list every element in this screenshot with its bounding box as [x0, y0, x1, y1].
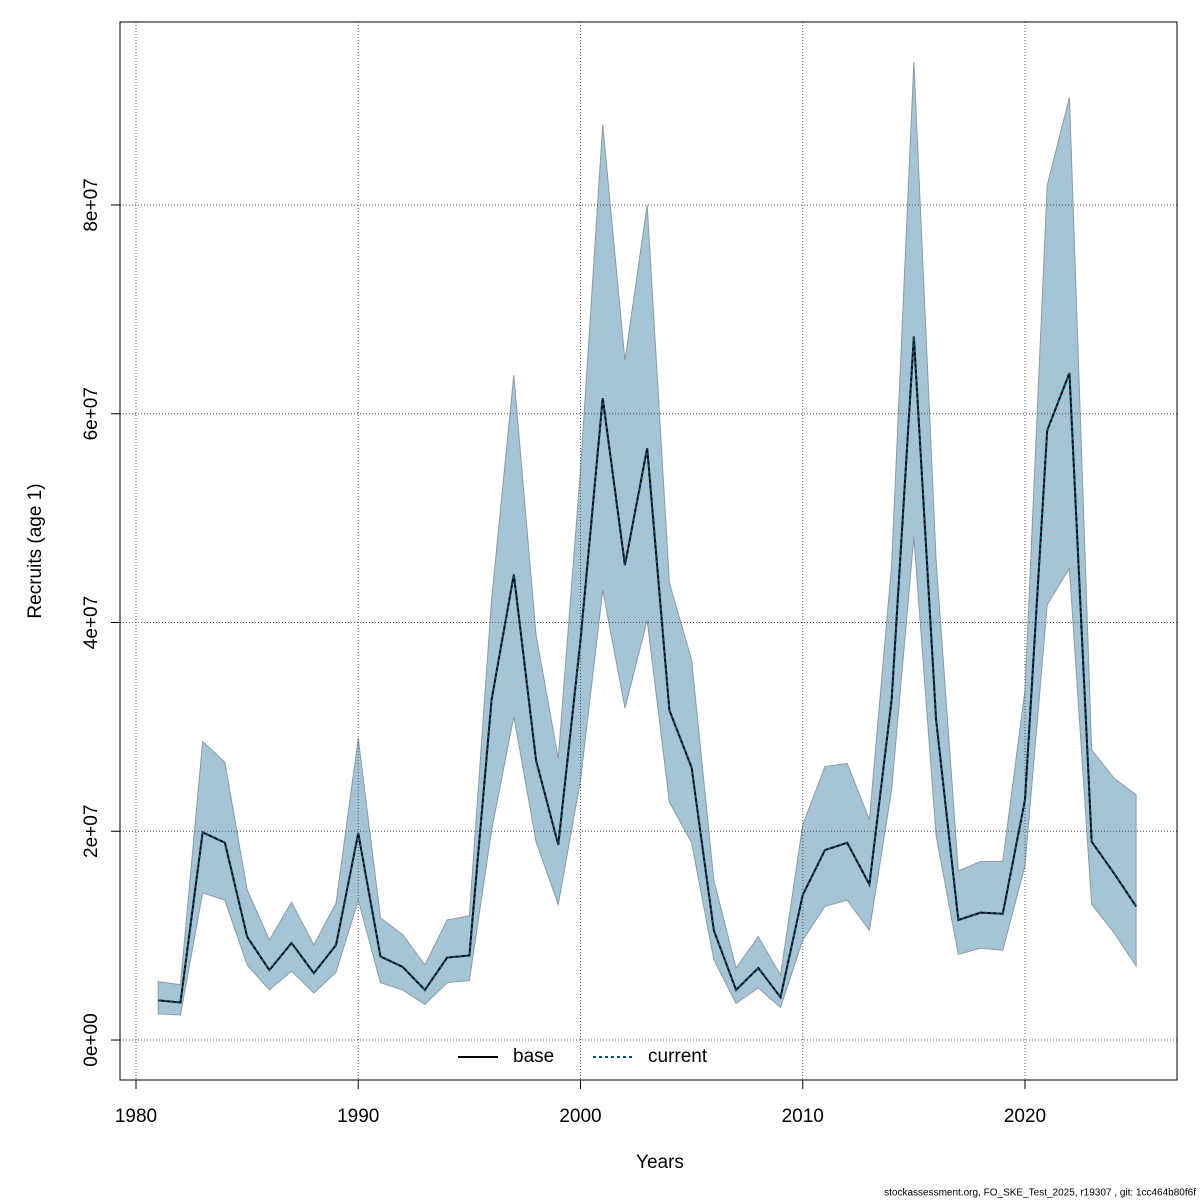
x-tick-label: 1980 [115, 1106, 157, 1127]
y-tick-label: 0e+00 [81, 1013, 102, 1066]
confidence-band [157, 61, 1137, 1016]
x-tick-label: 1990 [337, 1106, 379, 1127]
x-tick-label: 2010 [782, 1106, 824, 1127]
plot-frame [119, 21, 1178, 1081]
footer: stockassessment.org, FO_SKE_Test_2025, r… [884, 1188, 1196, 1199]
x-axis-label: Years [636, 1152, 684, 1173]
x-tick-label: 2000 [559, 1106, 601, 1127]
y-tick-label: 2e+07 [81, 805, 102, 858]
y-tick-label: 6e+07 [81, 387, 102, 440]
legend-label: current [648, 1046, 708, 1067]
y-tick-label: 8e+07 [81, 178, 102, 231]
series-line [158, 336, 1137, 1004]
x-tick-label: 2020 [1004, 1106, 1046, 1127]
y-tick-label: 4e+07 [81, 596, 102, 649]
y-axis-label: Recruits (age 1) [25, 483, 46, 618]
legend-label: base [513, 1046, 554, 1067]
